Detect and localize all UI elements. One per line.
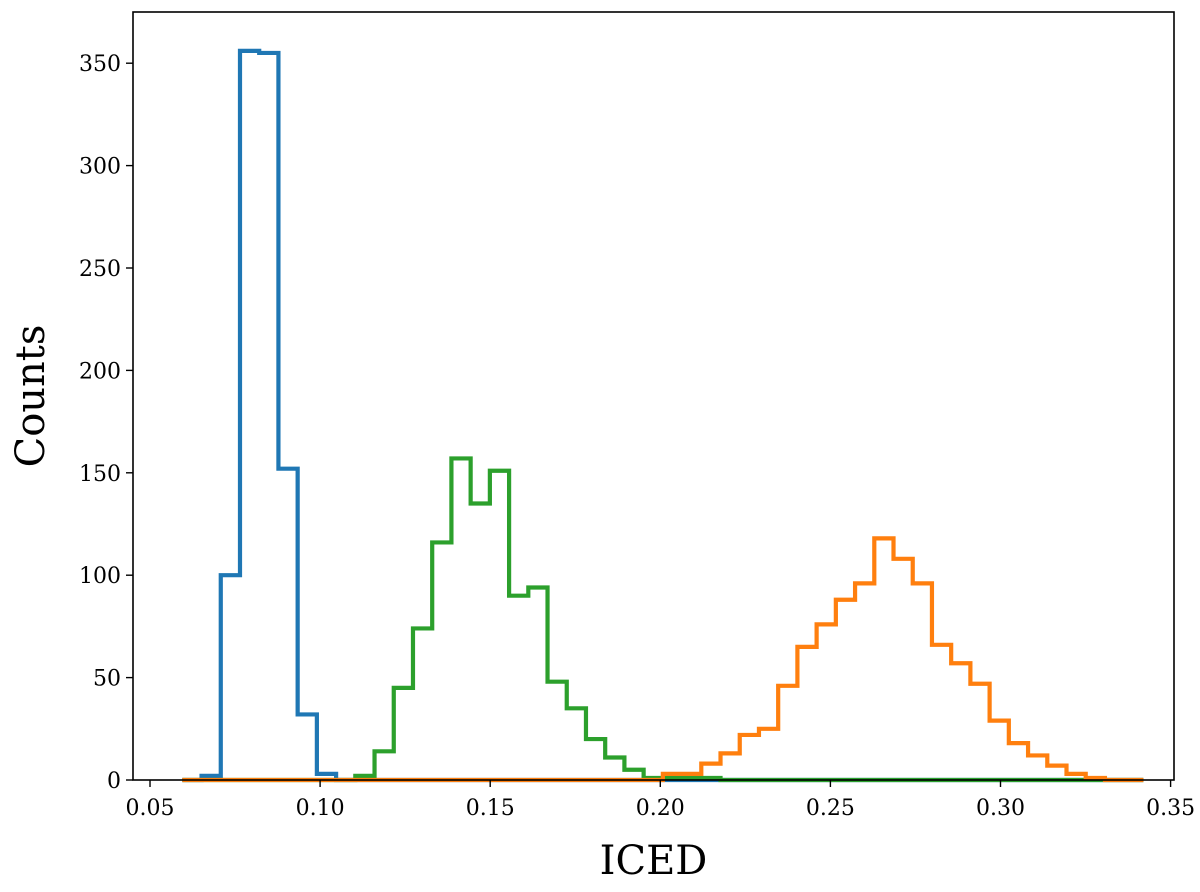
x-tick-label: 0.25 (806, 796, 855, 821)
x-tick-label: 0.35 (1146, 796, 1195, 821)
y-tick-label: 100 (79, 564, 121, 589)
histogram-series-1 (182, 456, 1144, 783)
y-tick-label: 250 (79, 257, 121, 282)
x-tick-label: 0.30 (976, 796, 1025, 821)
y-tick-label: 350 (79, 52, 121, 77)
x-tick-label: 0.15 (466, 796, 515, 821)
plot-frame (132, 11, 1175, 781)
histogram-series-2 (182, 536, 1144, 783)
y-tick-label: 0 (107, 769, 121, 794)
x-tick-label: 0.10 (296, 796, 345, 821)
x-tick-label: 0.05 (126, 796, 175, 821)
y-tick-label: 300 (79, 155, 121, 180)
y-tick-label: 50 (93, 667, 121, 692)
histogram-series-0 (182, 48, 1144, 783)
x-axis: 0.05 0.10 0.15 0.20 0.25 0.30 0.35 (126, 780, 1195, 821)
x-tick-label: 0.20 (636, 796, 685, 821)
y-tick-label: 200 (79, 359, 121, 384)
y-tick-label: 150 (79, 462, 121, 487)
y-axis-label: Counts (8, 325, 54, 468)
y-axis: 0 50 100 150 200 250 300 350 (79, 52, 133, 794)
x-axis-label: ICED (600, 838, 708, 884)
series-layer (182, 48, 1144, 783)
